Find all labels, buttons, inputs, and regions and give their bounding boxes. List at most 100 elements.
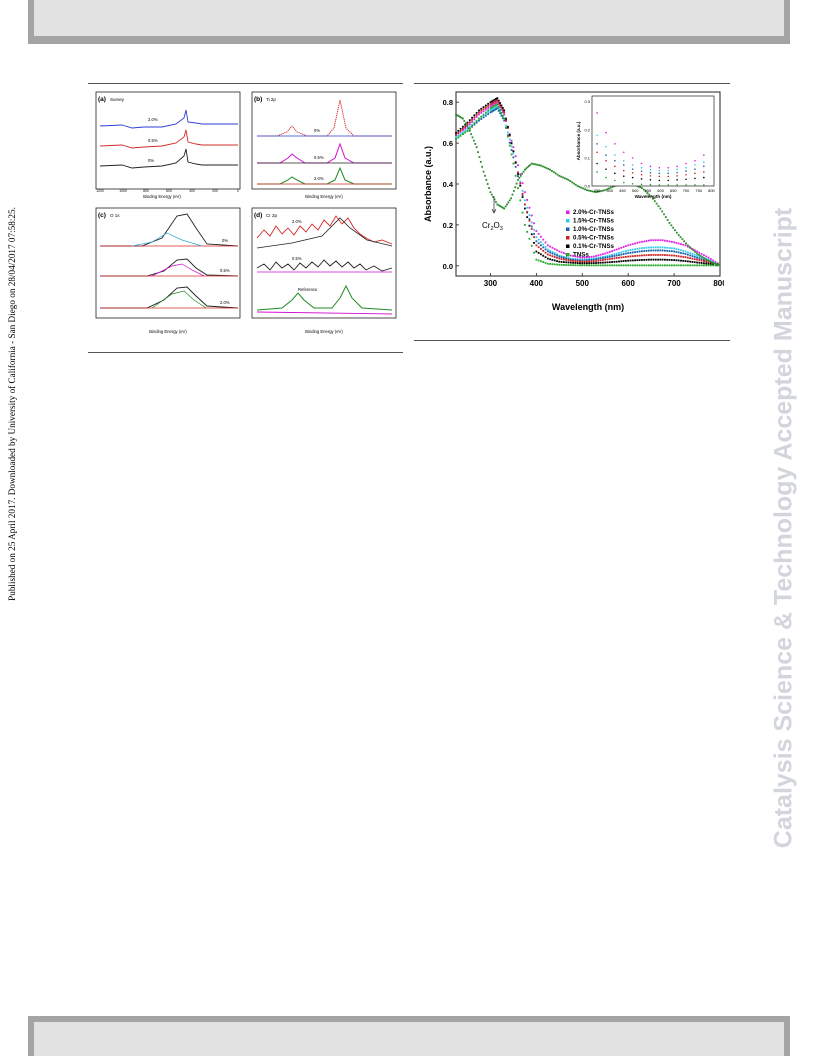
data-point xyxy=(546,244,549,247)
data-point xyxy=(493,102,496,105)
data-point xyxy=(595,260,597,262)
data-point xyxy=(606,256,609,259)
data-point xyxy=(471,120,473,123)
data-point xyxy=(528,214,531,216)
data-point xyxy=(657,239,659,242)
data-point xyxy=(523,191,526,194)
data-point xyxy=(501,114,504,117)
data-point xyxy=(551,258,554,261)
data-point xyxy=(618,254,620,256)
inset-point xyxy=(614,143,616,145)
data-point xyxy=(611,261,614,263)
data-point xyxy=(572,264,574,267)
o1s-component-2 xyxy=(151,290,207,309)
series-5 xyxy=(455,103,719,267)
data-point xyxy=(473,139,475,142)
data-point xyxy=(533,236,535,239)
data-point xyxy=(478,117,480,120)
data-point xyxy=(544,248,547,251)
data-point xyxy=(517,187,519,189)
data-point xyxy=(540,235,542,238)
data-point xyxy=(484,174,486,177)
data-point xyxy=(572,261,574,264)
data-point xyxy=(482,113,485,116)
data-point xyxy=(535,240,538,243)
data-point xyxy=(572,259,574,262)
data-point xyxy=(592,258,595,261)
data-point xyxy=(503,109,506,112)
data-point xyxy=(471,116,473,119)
data-point xyxy=(484,104,487,107)
inset-point xyxy=(685,173,687,176)
data-point xyxy=(641,259,643,261)
data-point xyxy=(579,256,581,259)
data-point xyxy=(473,122,476,125)
data-point xyxy=(455,113,457,116)
data-point xyxy=(696,256,698,259)
data-point xyxy=(696,254,698,257)
inset-point xyxy=(649,165,652,168)
data-point xyxy=(572,257,574,260)
data-point xyxy=(624,259,627,262)
data-point xyxy=(565,257,568,260)
data-point xyxy=(583,258,586,261)
data-point xyxy=(677,234,680,237)
inset-point xyxy=(614,165,616,168)
data-point xyxy=(602,189,605,192)
data-point xyxy=(684,260,687,262)
data-point xyxy=(677,248,680,251)
data-point xyxy=(542,254,545,257)
data-point xyxy=(708,260,711,263)
data-point xyxy=(698,257,701,260)
data-point xyxy=(540,253,542,256)
data-point xyxy=(650,195,653,198)
data-point xyxy=(680,252,682,254)
data-point xyxy=(461,127,464,130)
data-point xyxy=(709,263,712,266)
data-point xyxy=(482,106,485,109)
data-point xyxy=(459,127,462,130)
data-point xyxy=(537,259,540,262)
data-point xyxy=(682,243,685,246)
data-point xyxy=(480,109,483,112)
data-point xyxy=(576,262,579,264)
data-point xyxy=(689,252,692,255)
data-point xyxy=(517,164,519,167)
data-point xyxy=(569,180,572,183)
data-point xyxy=(615,248,618,251)
data-point xyxy=(549,249,552,252)
data-point xyxy=(674,229,676,232)
data-point xyxy=(546,257,549,260)
data-point xyxy=(613,255,616,257)
data-point xyxy=(571,181,574,184)
data-point xyxy=(596,190,599,193)
inset-point xyxy=(694,159,696,162)
data-point xyxy=(654,246,657,249)
data-point xyxy=(569,254,572,257)
data-point xyxy=(496,99,499,102)
data-point xyxy=(647,254,650,256)
data-point xyxy=(691,264,694,267)
data-point xyxy=(579,259,581,262)
data-point xyxy=(585,256,588,259)
panel-a-xtick: 1000 xyxy=(119,189,127,193)
data-point xyxy=(560,175,563,178)
inset-point xyxy=(649,175,652,177)
data-point xyxy=(565,178,568,180)
data-point xyxy=(463,120,466,122)
data-point xyxy=(606,188,608,191)
panel-d-label: (d) xyxy=(254,212,262,219)
data-point xyxy=(700,262,703,264)
data-point xyxy=(523,168,526,171)
data-point xyxy=(489,105,492,108)
data-point xyxy=(515,182,518,185)
data-point xyxy=(599,257,602,260)
sidebar-text: Published on 25 April 2017. Downloaded b… xyxy=(7,207,17,601)
data-point xyxy=(681,238,684,241)
data-point xyxy=(517,171,519,174)
data-point xyxy=(464,131,467,134)
publication-sidebar-note: Published on 25 April 2017. Downloaded b… xyxy=(4,144,20,664)
inset-point xyxy=(658,184,661,186)
data-point xyxy=(505,124,507,127)
data-point xyxy=(668,264,671,267)
